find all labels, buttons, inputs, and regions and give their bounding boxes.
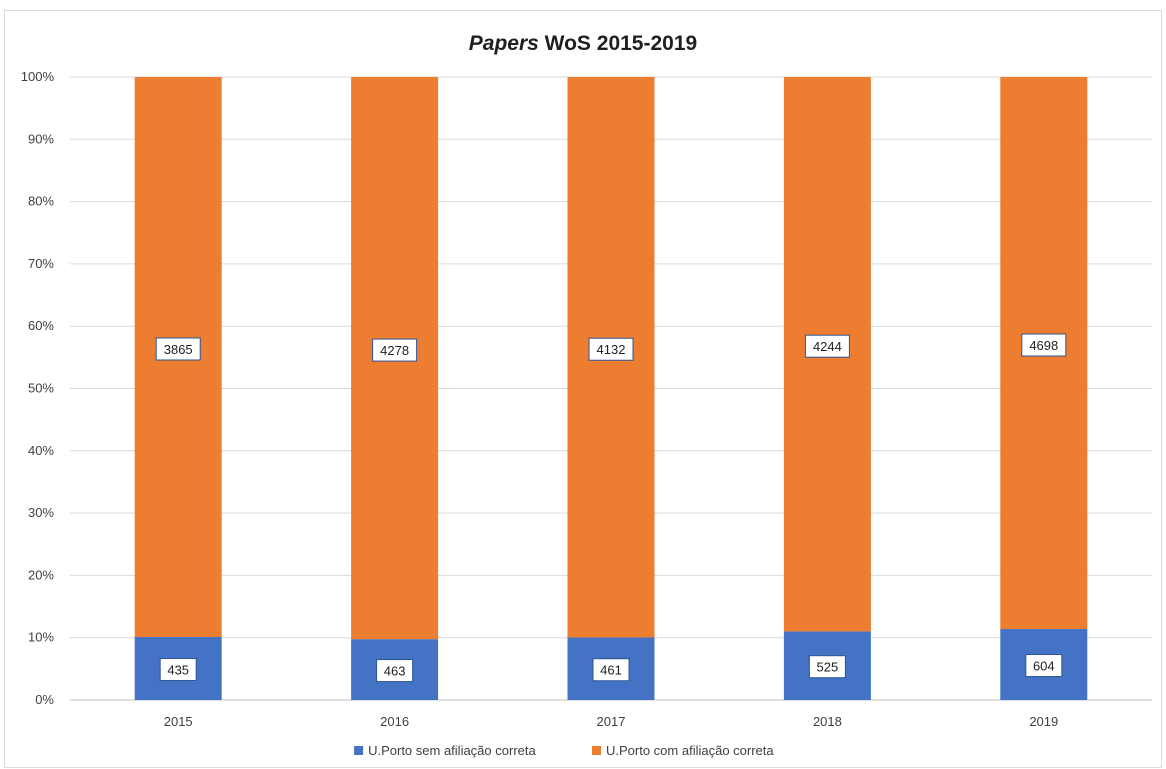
data-label-2015-series-0: 435 [167,662,189,677]
data-label-2019-series-0: 604 [1033,659,1055,674]
y-tick-label: 10% [28,630,54,645]
y-tick-label: 40% [28,443,54,458]
y-tick-label: 100% [21,69,55,84]
data-label-box [804,334,850,358]
data-label-2017-series-0: 461 [600,663,622,678]
y-tick-label: 70% [28,256,54,271]
data-label-2019-series-1: 4698 [1029,338,1058,353]
legend-label-1: U.Porto com afiliação correta [606,743,774,758]
data-label-box [376,659,414,683]
x-tick-label-2018: 2018 [813,714,842,729]
y-tick-label: 0% [35,692,54,707]
data-label-box [159,657,197,681]
y-tick-label: 90% [28,131,54,146]
data-label-2015-series-1: 3865 [164,342,193,357]
chart-title-italic: Papers [469,32,539,55]
data-label-2018-series-1: 4244 [813,339,842,354]
data-label-box [372,338,418,362]
data-label-2017-series-1: 4132 [597,342,626,357]
x-tick-label-2016: 2016 [380,714,409,729]
data-label-2016-series-1: 4278 [380,343,409,358]
x-tick-label-2019: 2019 [1029,714,1058,729]
data-label-box [592,658,630,682]
y-tick-label: 60% [28,318,54,333]
legend-swatch-1 [592,746,601,755]
legend-label-0: U.Porto sem afiliação correta [368,743,536,758]
axes: 0% 10% 20% 30% 40% 50% 60% 70% 80% 90% 100% 2015 201… [21,69,1059,729]
y-tick-label: 50% [28,381,54,396]
chart-title: Papers WoS 2015-2019 [469,32,697,55]
data-label-2016-series-0: 463 [384,664,406,679]
y-tick-label: 30% [28,505,54,520]
x-tick-label-2015: 2015 [164,714,193,729]
data-labels: 435 3865 463 4278 461 4132 525 4244 604 4698 [155,333,1067,683]
chart-title-rest: WoS 2015-2019 [539,32,697,55]
legend: U.Porto sem afiliação correta U.Porto com… [354,743,774,758]
y-tick-label: 20% [28,567,54,582]
data-label-2018-series-0: 525 [817,660,839,675]
data-label-box [1021,333,1067,357]
data-label-box [808,655,846,679]
data-label-box [588,337,634,361]
y-tick-label: 80% [28,194,54,209]
x-tick-label-2017: 2017 [597,714,626,729]
legend-swatch-0 [354,746,364,755]
data-label-box [155,337,201,361]
data-label-box [1025,654,1063,678]
